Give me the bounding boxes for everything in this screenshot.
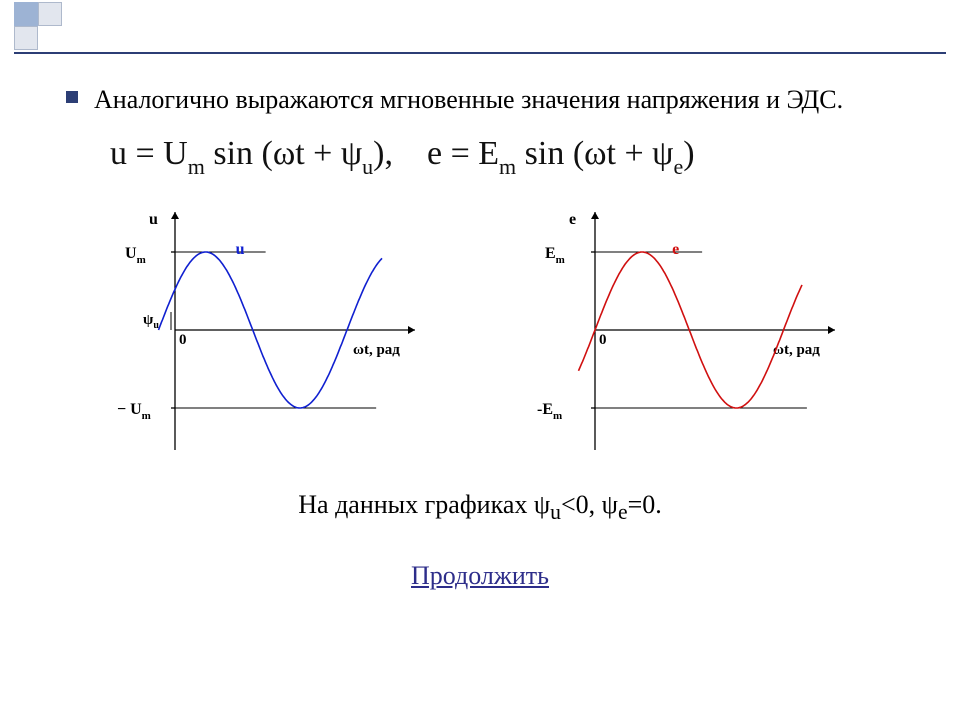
slide-body: Аналогично выражаются мгновенные значени… xyxy=(66,82,894,591)
deco-square xyxy=(14,2,38,26)
continue-row: Продолжить xyxy=(66,561,894,591)
deco-square xyxy=(38,2,62,26)
bullet-paragraph: Аналогично выражаются мгновенные значени… xyxy=(66,82,894,117)
svg-text:0: 0 xyxy=(599,332,607,348)
svg-text:u: u xyxy=(236,241,245,258)
svg-text:ωt, рад: ωt, рад xyxy=(353,342,400,358)
svg-text:Um: Um xyxy=(125,245,146,266)
svg-text:e: e xyxy=(672,241,679,258)
svg-text:u: u xyxy=(149,211,158,228)
svg-text:e: e xyxy=(569,211,576,228)
slide: Аналогично выражаются мгновенные значени… xyxy=(0,0,960,720)
corner-decoration xyxy=(0,0,88,40)
continue-link[interactable]: Продолжить xyxy=(411,561,549,590)
equations: u = Um sin (ωt + ψu), e = Em sin (ωt + ψ… xyxy=(110,135,894,178)
svg-text:ψu: ψu xyxy=(143,312,159,331)
svg-text:Em: Em xyxy=(545,245,565,266)
caption: На данных графиках ψu<0, ψe=0. xyxy=(66,490,894,525)
top-divider xyxy=(14,52,946,54)
deco-square xyxy=(14,26,38,50)
svg-text:-Em: -Em xyxy=(537,401,562,422)
svg-text:ωt, рад: ωt, рад xyxy=(773,342,820,358)
chart-voltage-u: u ωt, рад Um − Um 0 ψu u xyxy=(105,200,435,460)
bullet-icon xyxy=(66,91,78,103)
intro-text: Аналогично выражаются мгновенные значени… xyxy=(94,82,843,117)
chart-emf-e: e ωt, рад Em -Em 0 e xyxy=(525,200,855,460)
svg-text:0: 0 xyxy=(179,332,187,348)
svg-text:− Um: − Um xyxy=(117,401,151,422)
charts-row: u ωt, рад Um − Um 0 ψu u e ωt, рад Em -Em 0 e xyxy=(66,200,894,460)
